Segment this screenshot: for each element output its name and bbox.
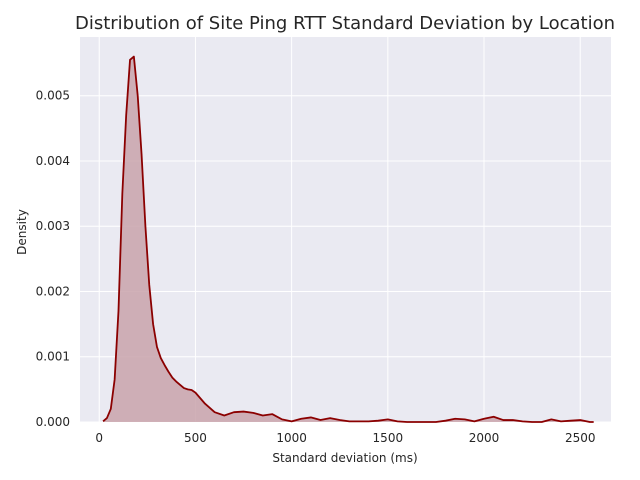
x-tick-label: 500 xyxy=(184,431,207,445)
x-tick-label: 1500 xyxy=(373,431,404,445)
x-tick-label: 2000 xyxy=(469,431,500,445)
y-tick-label: 0.002 xyxy=(36,284,70,298)
x-axis-ticks: 0 500 1000 1500 2000 2500 xyxy=(95,431,595,445)
density-line xyxy=(102,55,594,423)
x-tick-label: 2500 xyxy=(565,431,596,445)
y-tick-label: 0.004 xyxy=(36,154,70,168)
y-tick-label: 0.003 xyxy=(36,219,70,233)
y-tick-label: 0.000 xyxy=(36,415,70,429)
grid-lines xyxy=(80,37,611,423)
density-area xyxy=(103,56,594,422)
x-tick-label: 0 xyxy=(95,431,103,445)
plot-area xyxy=(80,37,611,422)
x-tick-label: 1000 xyxy=(276,431,307,445)
y-axis-label: Density xyxy=(15,209,29,255)
y-tick-label: 0.001 xyxy=(36,350,70,364)
x-axis-label: Standard deviation (ms) xyxy=(272,451,417,465)
chart-title: Distribution of Site Ping RTT Standard D… xyxy=(75,13,615,34)
y-tick-label: 0.005 xyxy=(36,89,70,103)
y-axis-ticks: 0.000 0.001 0.002 0.003 0.004 0.005 xyxy=(36,89,70,429)
